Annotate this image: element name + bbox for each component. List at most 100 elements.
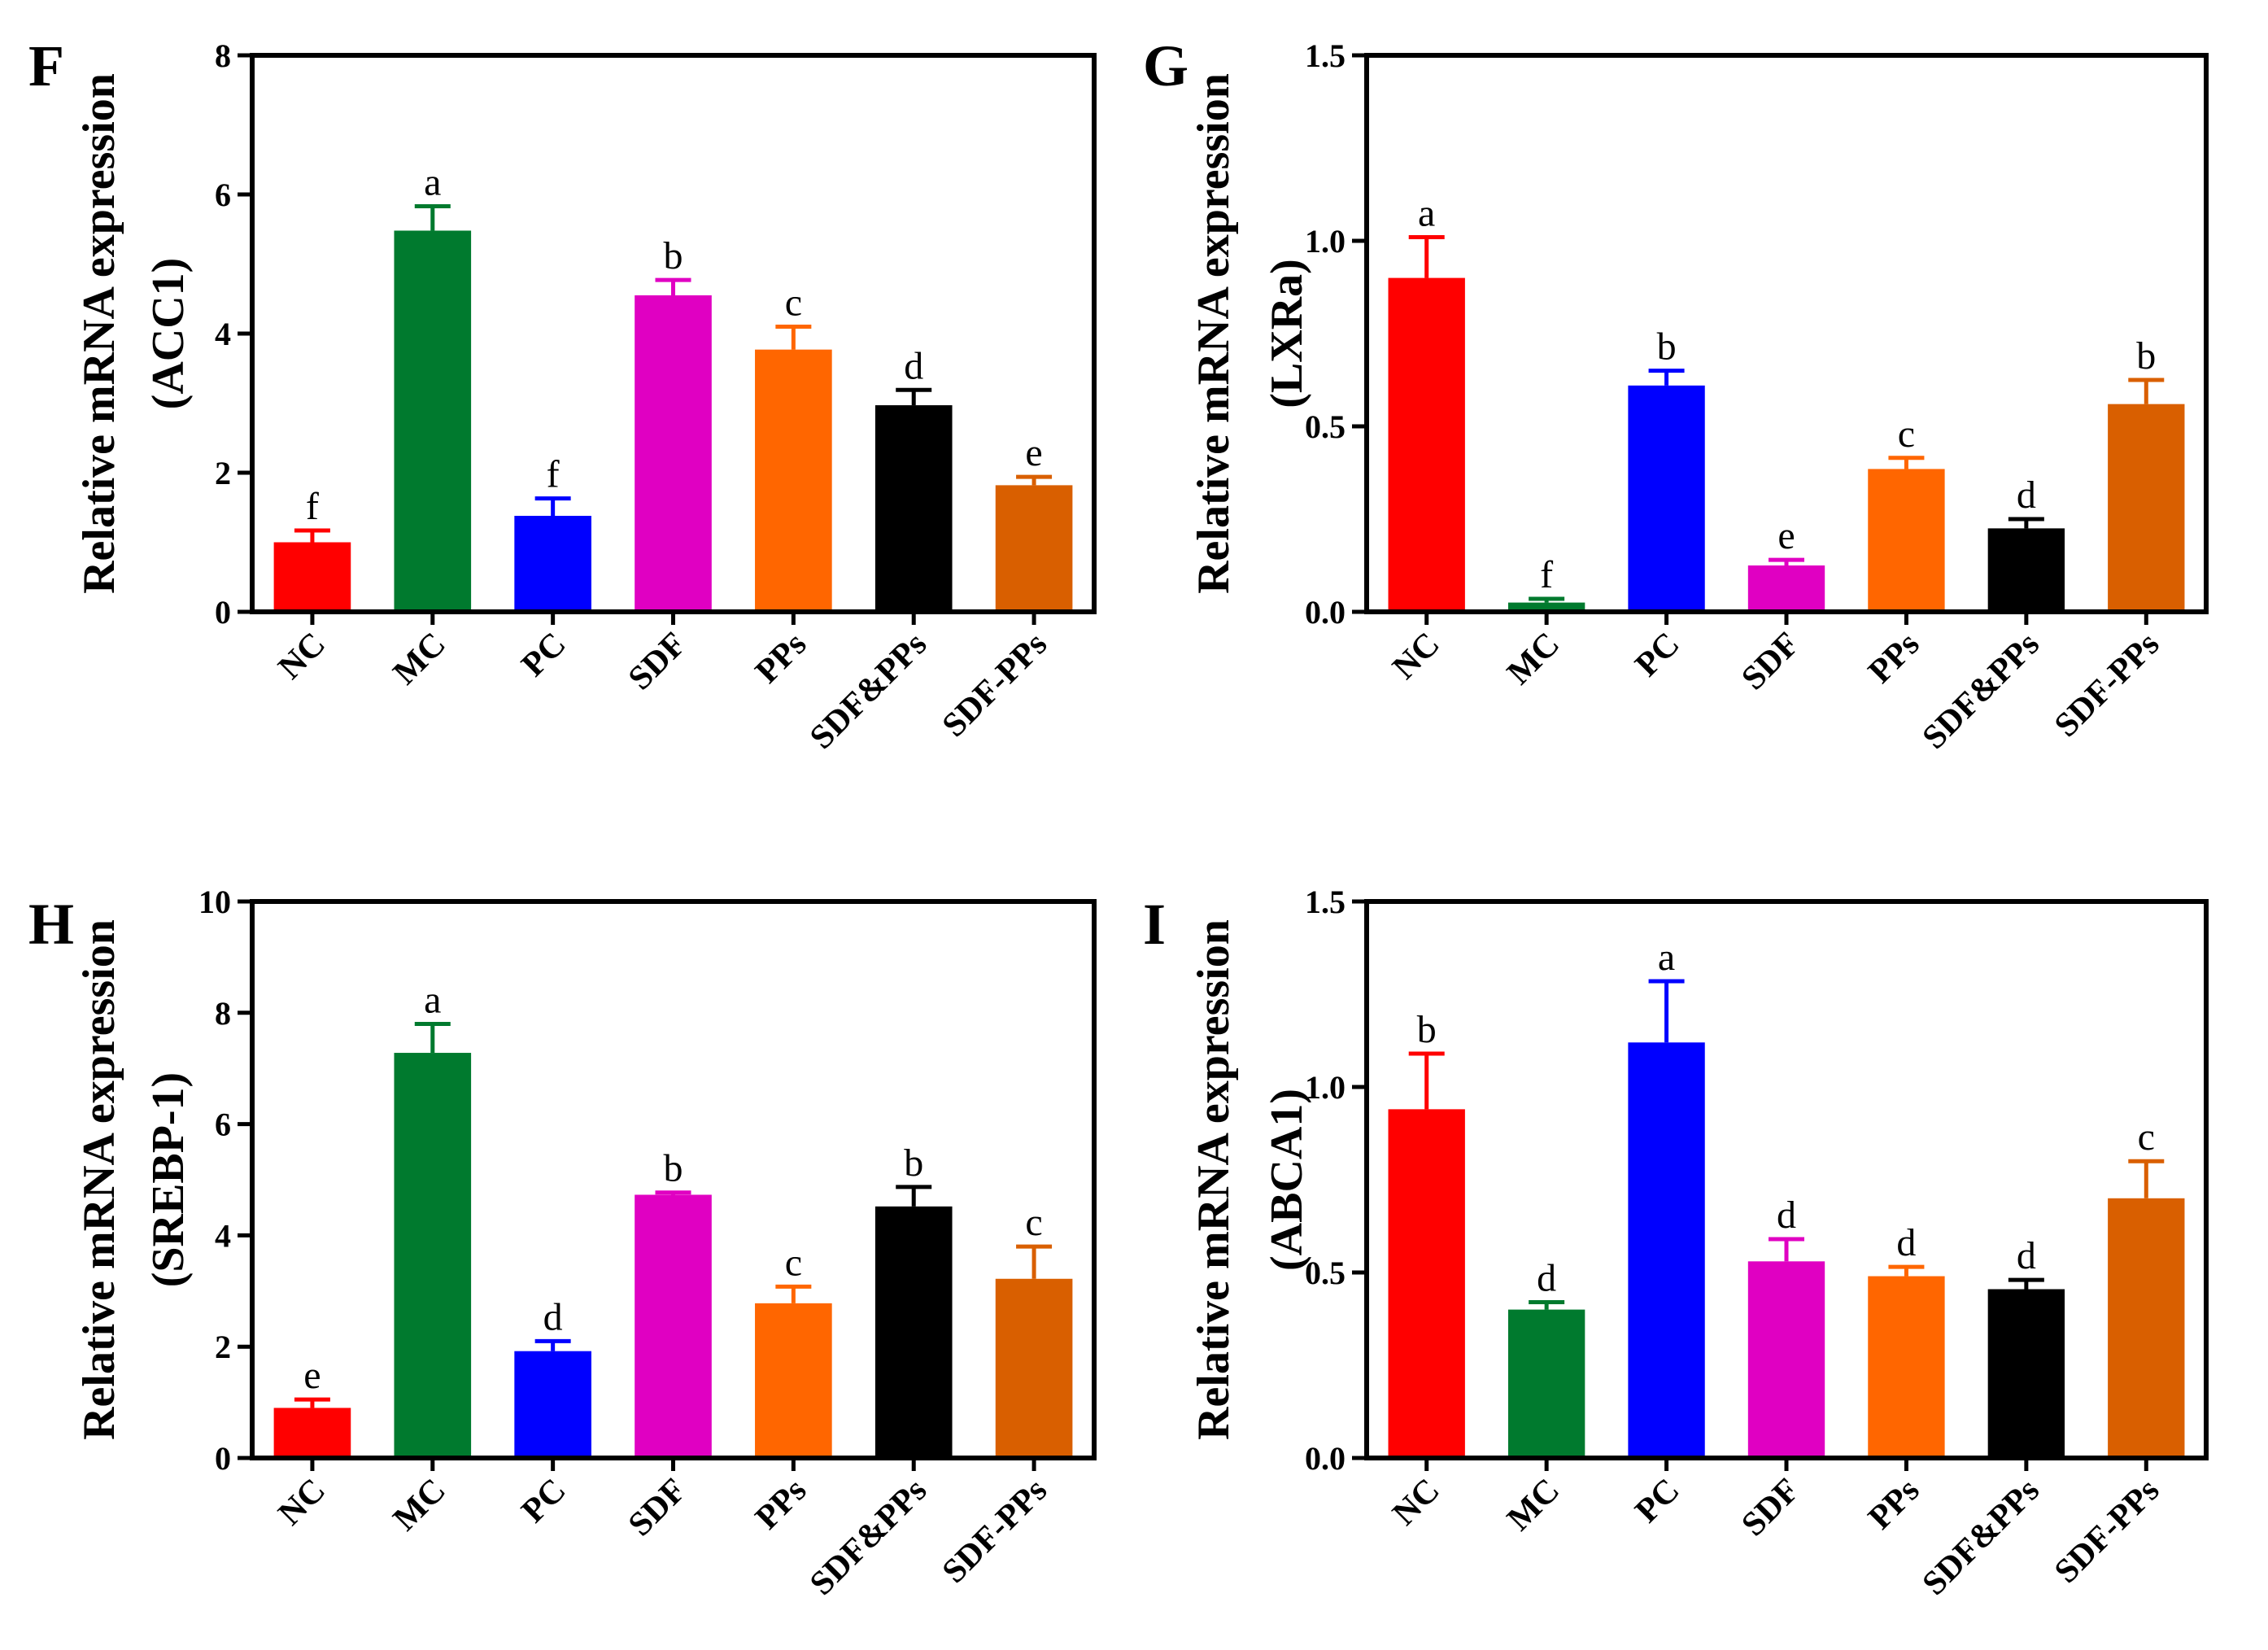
bar-SDF&PPs: [1987, 1289, 2065, 1458]
x-tick-label: SDF-PPs: [936, 1472, 1054, 1591]
panel-letter: G: [1143, 33, 1189, 98]
y-axis-subtitle: (LXRa): [1262, 259, 1312, 408]
y-tick-label: 2: [215, 1329, 231, 1365]
significance-label: d: [904, 344, 923, 387]
bar-PPs: [1868, 1276, 1945, 1458]
bar-NC: [273, 542, 351, 612]
y-tick-label: 0.5: [1305, 1255, 1346, 1291]
plot-frame: [250, 899, 1097, 1460]
bar-PPs: [755, 349, 832, 612]
bar-NC: [1388, 1109, 1465, 1458]
x-tick-label: SDF&PPs: [1916, 626, 2047, 757]
x-tick-label: PPs: [1861, 626, 1926, 691]
x-tick-label: SDF&PPs: [1916, 1472, 2047, 1603]
panel-letter: I: [1143, 892, 1166, 957]
significance-label: e: [303, 1354, 321, 1397]
x-tick-label: NC: [1385, 626, 1446, 687]
panel-I: I Relative mRNA expression (ABCA1) 0.0 0.5 1.…: [1143, 884, 2209, 1603]
plot-frame: [1364, 899, 2209, 1460]
bar-SDF-PPs: [2108, 1198, 2185, 1458]
significance-label: c: [2138, 1115, 2155, 1159]
x-tick-label: PC: [1629, 1472, 1687, 1530]
bar-MC: [1507, 602, 1585, 612]
y-tick-label: 6: [215, 177, 231, 213]
bar-PC: [1628, 1042, 1705, 1458]
panel-letter: F: [28, 33, 64, 98]
x-tick-label: MC: [1500, 626, 1567, 692]
y-tick-label: 0: [215, 1440, 231, 1477]
bar-SDF&PPs: [874, 1206, 953, 1458]
x-tick-label: MC: [386, 1472, 453, 1539]
panel-letter: H: [28, 892, 74, 957]
bar-PC: [514, 1351, 591, 1458]
significance-label: e: [1025, 431, 1042, 474]
significance-label: d: [1896, 1221, 1916, 1264]
significance-label: c: [785, 1241, 802, 1284]
significance-label: d: [2017, 1234, 2036, 1277]
significance-label: b: [904, 1141, 923, 1185]
bar-SDF-PPs: [2108, 404, 2185, 612]
significance-label: a: [1418, 191, 1435, 234]
y-axis-title: Relative mRNA expression: [74, 73, 124, 594]
x-tick-label: PC: [515, 626, 574, 684]
x-tick-label: SDF&PPs: [803, 1472, 934, 1603]
significance-label: b: [664, 234, 683, 277]
bar-SDF&PPs: [1987, 528, 2065, 612]
significance-label: d: [1777, 1194, 1796, 1237]
bar-NC: [273, 1408, 351, 1458]
significance-label: b: [664, 1147, 683, 1190]
x-tick-label: SDF: [1734, 626, 1807, 698]
significance-label: d: [2017, 474, 2036, 517]
y-tick-label: 8: [215, 995, 231, 1032]
significance-label: a: [424, 978, 441, 1021]
x-tick-label: PPs: [748, 1472, 813, 1537]
x-tick-label: PC: [1629, 626, 1687, 684]
y-tick-label: 2: [215, 455, 231, 491]
y-tick-label: 1.0: [1305, 223, 1346, 260]
bar-SDF-PPs: [995, 1278, 1073, 1458]
panel-H: H Relative mRNA expression (SREBP-1) 0 2 4 6 8 1…: [28, 884, 1097, 1603]
x-tick-label: SDF-PPs: [2048, 1472, 2166, 1591]
significance-label: b: [1657, 325, 1677, 369]
bar-MC: [1507, 1309, 1585, 1458]
x-tick-label: PPs: [748, 626, 813, 691]
y-tick-label: 10: [198, 884, 231, 920]
y-axis-title: Relative mRNA expression: [74, 919, 124, 1440]
bar-PPs: [1868, 469, 1945, 612]
x-tick-label: MC: [1500, 1472, 1567, 1539]
bar-SDF: [1747, 565, 1825, 612]
bar-SDF-PPs: [995, 485, 1073, 612]
bar-PC: [514, 516, 591, 612]
plot-frame: [250, 53, 1097, 614]
significance-label: b: [1417, 1008, 1437, 1051]
bar-MC: [394, 230, 472, 612]
significance-label: c: [1025, 1201, 1042, 1244]
significance-label: a: [424, 161, 441, 204]
significance-label: b: [2136, 334, 2156, 378]
bar-PPs: [755, 1303, 832, 1458]
y-tick-label: 6: [215, 1107, 231, 1143]
x-tick-label: SDF: [1734, 1472, 1807, 1544]
x-tick-label: PC: [515, 1472, 574, 1530]
y-tick-label: 1.5: [1305, 884, 1346, 920]
x-tick-label: SDF: [622, 1472, 694, 1544]
significance-label: d: [1537, 1256, 1556, 1299]
y-tick-label: 0.0: [1305, 594, 1346, 631]
x-tick-label: SDF-PPs: [2048, 626, 2166, 744]
x-tick-label: PPs: [1861, 1472, 1926, 1537]
significance-label: f: [547, 453, 560, 496]
y-tick-label: 0.5: [1305, 408, 1346, 445]
significance-label: f: [1540, 553, 1553, 596]
bar-SDF&PPs: [874, 405, 953, 612]
y-tick-label: 0.0: [1305, 1440, 1346, 1477]
x-tick-label: SDF&PPs: [803, 626, 934, 757]
bar-SDF: [635, 1194, 712, 1458]
bar-SDF: [1747, 1261, 1825, 1458]
x-tick-label: SDF-PPs: [936, 626, 1054, 744]
y-axis-title: Relative mRNA expression: [1189, 919, 1239, 1440]
significance-label: d: [543, 1295, 563, 1338]
bar-MC: [394, 1053, 472, 1458]
